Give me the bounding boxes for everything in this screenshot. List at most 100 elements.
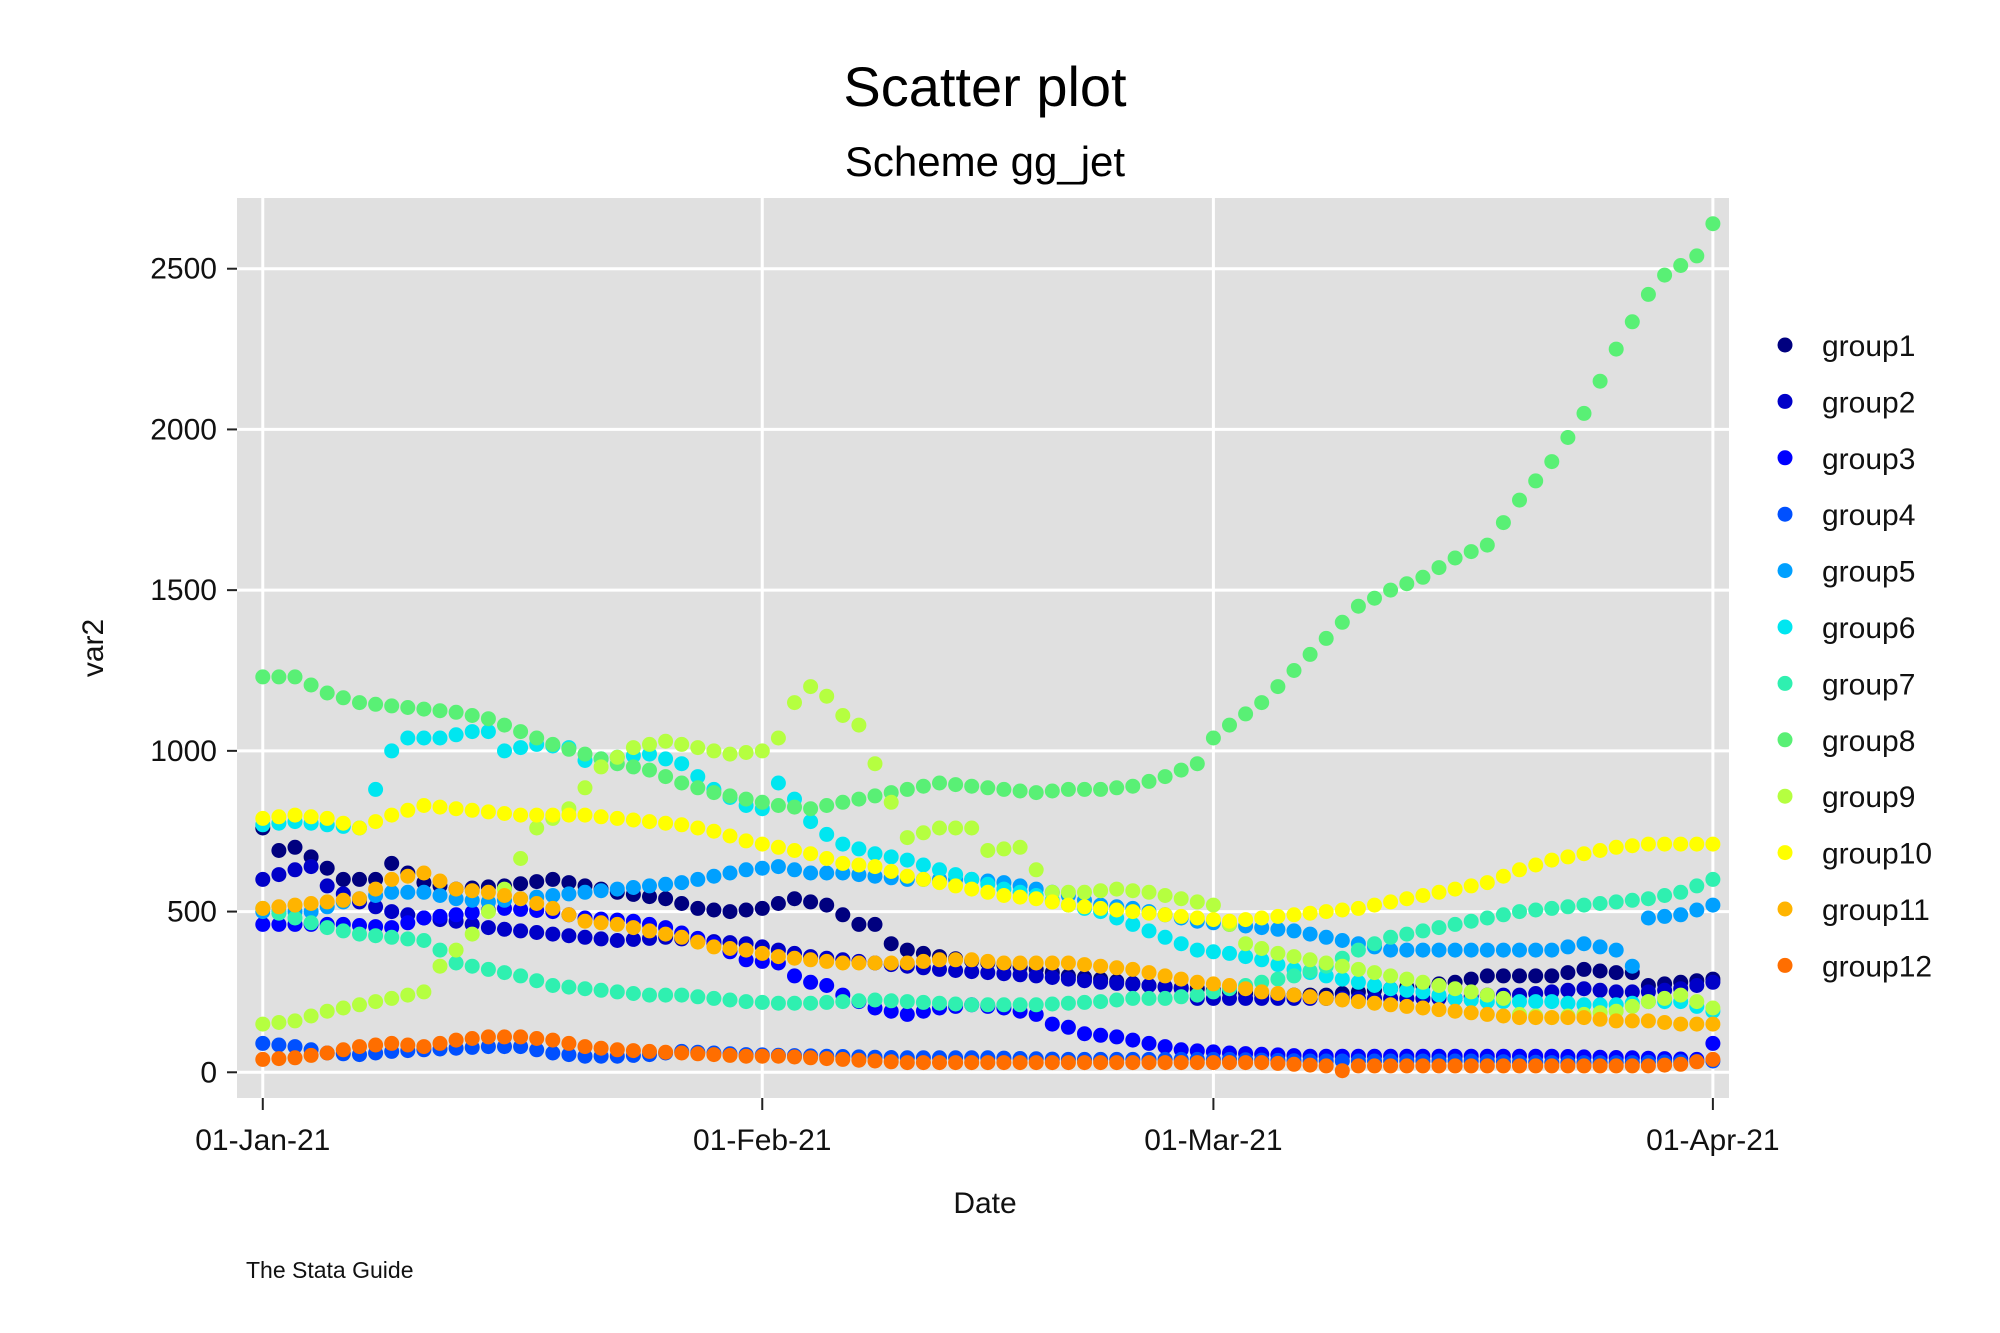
data-point xyxy=(899,830,915,846)
chart-title: Scatter plot xyxy=(843,55,1127,118)
data-point xyxy=(1689,994,1705,1010)
y-tick-label: 2500 xyxy=(150,253,217,286)
legend-label-group1: group1 xyxy=(1822,330,1915,363)
data-point xyxy=(593,1040,609,1056)
data-point xyxy=(1705,1035,1721,1051)
data-point xyxy=(1399,1058,1415,1074)
data-point xyxy=(352,820,367,836)
data-point xyxy=(1657,888,1673,903)
data-point xyxy=(625,740,641,756)
data-point xyxy=(480,961,496,977)
data-point xyxy=(1383,894,1399,910)
data-point xyxy=(1157,1055,1173,1071)
data-point xyxy=(400,730,416,746)
x-tick-label: 01-Jan-21 xyxy=(195,1124,330,1157)
legend-label-group3: group3 xyxy=(1822,443,1915,476)
data-point xyxy=(384,871,400,887)
data-point xyxy=(1125,961,1141,977)
data-point xyxy=(1077,994,1092,1010)
data-point xyxy=(642,736,657,752)
data-point xyxy=(899,942,915,958)
data-point xyxy=(1286,663,1302,678)
data-point xyxy=(1238,981,1254,997)
data-point xyxy=(1415,569,1431,585)
data-point xyxy=(432,703,448,719)
data-point xyxy=(835,994,851,1010)
data-point xyxy=(867,756,883,772)
data-point xyxy=(980,997,996,1013)
data-point xyxy=(1189,987,1205,1003)
data-point xyxy=(400,1037,416,1053)
data-point xyxy=(819,826,835,842)
data-point xyxy=(1479,910,1495,926)
data-point xyxy=(480,724,496,740)
legend-label-group5: group5 xyxy=(1822,556,1915,589)
data-point xyxy=(255,916,271,932)
data-point xyxy=(738,902,754,918)
data-point xyxy=(883,936,899,952)
data-point xyxy=(1415,1000,1431,1016)
data-point xyxy=(513,968,529,984)
data-point xyxy=(1302,1057,1318,1073)
data-point xyxy=(1495,1008,1511,1024)
data-point xyxy=(1125,778,1141,794)
data-point xyxy=(593,931,609,947)
data-point xyxy=(1463,984,1479,1000)
data-point xyxy=(1383,997,1399,1013)
data-point xyxy=(1093,883,1109,899)
data-point xyxy=(690,934,706,950)
data-point xyxy=(609,749,625,765)
data-point xyxy=(400,802,416,818)
data-point xyxy=(1463,971,1479,987)
data-point xyxy=(529,730,545,746)
data-point xyxy=(706,990,722,1006)
data-point xyxy=(1238,912,1254,928)
data-point xyxy=(722,941,738,956)
data-point xyxy=(303,896,319,911)
data-point xyxy=(1318,630,1334,646)
data-point xyxy=(883,849,899,865)
data-point xyxy=(1028,997,1044,1013)
data-point xyxy=(1028,955,1044,971)
data-point xyxy=(1383,929,1399,945)
data-point xyxy=(1431,1058,1447,1074)
data-point xyxy=(1350,994,1366,1010)
data-point xyxy=(545,807,561,823)
data-point xyxy=(1028,968,1044,984)
data-point xyxy=(1173,762,1189,778)
data-point xyxy=(1141,905,1157,921)
data-point xyxy=(609,881,625,897)
data-point xyxy=(448,942,464,958)
data-point xyxy=(1286,923,1302,939)
data-point xyxy=(1125,916,1141,932)
data-point xyxy=(1544,942,1560,958)
data-point xyxy=(1576,1058,1592,1074)
data-point xyxy=(1415,1058,1431,1074)
data-point xyxy=(400,931,416,947)
data-point xyxy=(513,851,529,866)
data-point xyxy=(803,952,819,968)
data-point xyxy=(1447,881,1463,897)
data-point xyxy=(1383,942,1399,958)
data-point xyxy=(529,874,545,890)
data-point xyxy=(1173,971,1189,987)
source-note: The Stata Guide xyxy=(246,1257,414,1283)
data-point xyxy=(609,1042,625,1058)
series-group12 xyxy=(255,1029,1721,1079)
data-point xyxy=(1367,936,1382,952)
data-point xyxy=(352,891,367,907)
data-point xyxy=(1157,1039,1173,1055)
data-point xyxy=(303,1047,319,1063)
legend-label-group11: group11 xyxy=(1822,894,1930,927)
data-point xyxy=(1528,1058,1544,1074)
data-point xyxy=(287,1050,303,1066)
data-point xyxy=(1350,942,1366,958)
data-point xyxy=(1109,1029,1125,1045)
data-point xyxy=(803,1050,819,1066)
data-point xyxy=(1431,1002,1447,1018)
data-point xyxy=(1544,852,1560,868)
data-point xyxy=(1189,894,1205,910)
data-point xyxy=(497,743,512,759)
data-point xyxy=(1302,952,1318,968)
data-point xyxy=(996,955,1012,971)
